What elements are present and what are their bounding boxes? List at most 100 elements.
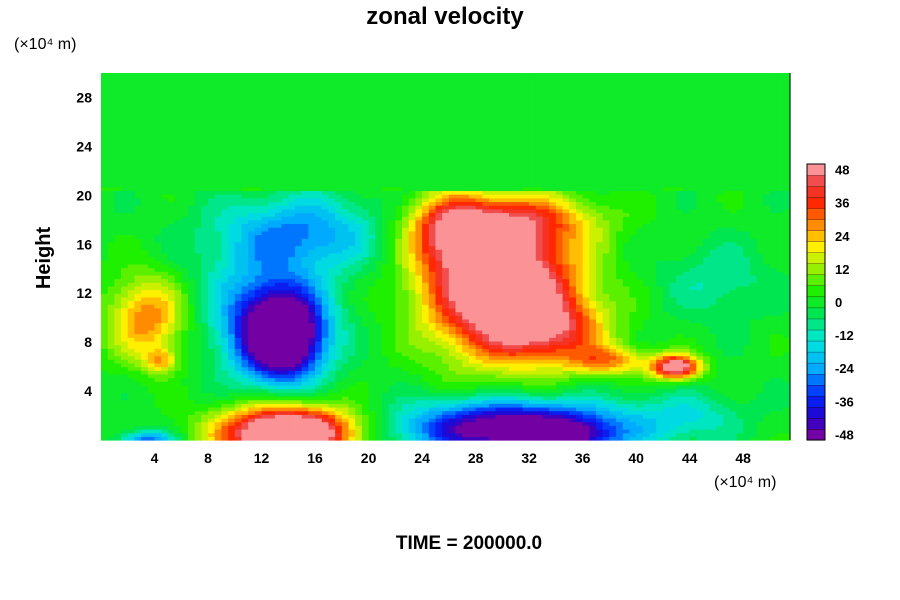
- heatmap-cell: [107, 201, 115, 206]
- heatmap-cell: [321, 355, 330, 360]
- heatmap-cell: [308, 388, 316, 393]
- heatmap-cell: [341, 348, 350, 353]
- heatmap-cell: [167, 106, 176, 111]
- heatmap-cell: [288, 150, 296, 155]
- heatmap-cell: [228, 256, 236, 261]
- heatmap-cell: [107, 128, 115, 133]
- heatmap-cell: [121, 315, 129, 320]
- heatmap-cell: [301, 340, 309, 346]
- heatmap-cell: [121, 373, 129, 379]
- heatmap-cell: [321, 124, 330, 129]
- heatmap-cell: [134, 329, 142, 335]
- heatmap-cell: [221, 241, 229, 247]
- heatmap-cell: [234, 333, 243, 338]
- heatmap-cell: [141, 399, 149, 404]
- heatmap-cell: [341, 201, 350, 206]
- heatmap-cell: [288, 395, 296, 401]
- heatmap-cell: [395, 307, 403, 313]
- heatmap-cell: [134, 428, 142, 434]
- heatmap-cell: [395, 348, 403, 353]
- heatmap-cell: [161, 267, 169, 272]
- heatmap-cell: [375, 359, 383, 364]
- heatmap-cell: [381, 208, 390, 214]
- heatmap-cell: [141, 274, 149, 280]
- heatmap-cell: [261, 381, 269, 386]
- heatmap-cell: [167, 230, 176, 236]
- heatmap-cell: [375, 91, 383, 96]
- heatmap-cell: [268, 201, 276, 206]
- heatmap-cell: [141, 329, 149, 335]
- heatmap-cell: [308, 296, 316, 302]
- heatmap-cell: [381, 241, 390, 247]
- heatmap-cell: [281, 190, 289, 195]
- heatmap-cell: [261, 241, 269, 247]
- heatmap-cell: [174, 322, 182, 327]
- heatmap-cell: [301, 135, 309, 140]
- heatmap-cell: [375, 84, 383, 89]
- heatmap-cell: [254, 428, 263, 434]
- heatmap-cell: [147, 348, 156, 353]
- heatmap-cell: [408, 344, 416, 349]
- heatmap-cell: [101, 98, 109, 103]
- heatmap-cell: [361, 267, 370, 272]
- heatmap-cell: [381, 120, 390, 125]
- heatmap-cell: [121, 392, 129, 397]
- heatmap-cell: [281, 238, 289, 243]
- heatmap-cell: [355, 216, 363, 221]
- heatmap-cell: [187, 432, 196, 437]
- heatmap-cell: [315, 80, 323, 85]
- heatmap-cell: [274, 183, 283, 188]
- heatmap-cell: [381, 260, 390, 265]
- heatmap-cell: [114, 260, 122, 265]
- heatmap-cell: [408, 392, 416, 397]
- heatmap-cell: [127, 164, 136, 170]
- heatmap-cell: [194, 205, 202, 210]
- heatmap-cell: [234, 128, 243, 133]
- heatmap-cell: [241, 351, 249, 357]
- heatmap-cell: [328, 373, 336, 379]
- heatmap-cell: [254, 296, 263, 302]
- heatmap-cell: [348, 289, 356, 294]
- heatmap-cell: [315, 249, 323, 254]
- heatmap-cell: [281, 355, 289, 360]
- heatmap-cell: [134, 414, 142, 419]
- heatmap-cell: [201, 263, 209, 269]
- heatmap-cell: [241, 153, 249, 159]
- heatmap-cell: [167, 267, 176, 272]
- heatmap-cell: [301, 249, 309, 254]
- heatmap-cell: [402, 241, 410, 247]
- heatmap-cell: [201, 109, 209, 114]
- heatmap-cell: [381, 263, 390, 269]
- heatmap-cell: [375, 227, 383, 232]
- heatmap-cell: [308, 157, 316, 162]
- heatmap-cell: [248, 117, 256, 122]
- heatmap-cell: [294, 113, 303, 118]
- heatmap-cell: [241, 212, 249, 217]
- heatmap-cell: [328, 80, 336, 85]
- heatmap-cell: [321, 384, 330, 390]
- heatmap-cell: [114, 285, 122, 291]
- heatmap-cell: [248, 245, 256, 250]
- heatmap-cell: [274, 194, 283, 199]
- heatmap-cell: [415, 113, 423, 118]
- heatmap-cell: [355, 263, 363, 269]
- heatmap-cell: [107, 150, 115, 155]
- heatmap-cell: [194, 384, 202, 390]
- heatmap-cell: [248, 436, 256, 441]
- heatmap-cell: [375, 344, 383, 349]
- heatmap-cell: [181, 146, 189, 151]
- heatmap-cell: [328, 392, 336, 397]
- heatmap-cell: [341, 146, 350, 151]
- heatmap-cell: [402, 76, 410, 81]
- heatmap-cell: [187, 98, 196, 103]
- heatmap-cell: [348, 366, 356, 371]
- heatmap-cell: [381, 84, 390, 89]
- heatmap-cell: [241, 76, 249, 81]
- heatmap-cell: [114, 326, 122, 331]
- heatmap-cell: [381, 381, 390, 386]
- heatmap-cell: [228, 285, 236, 291]
- heatmap-cell: [167, 201, 176, 206]
- heatmap-cell: [348, 128, 356, 133]
- heatmap-cell: [388, 359, 396, 364]
- heatmap-cell: [375, 318, 383, 324]
